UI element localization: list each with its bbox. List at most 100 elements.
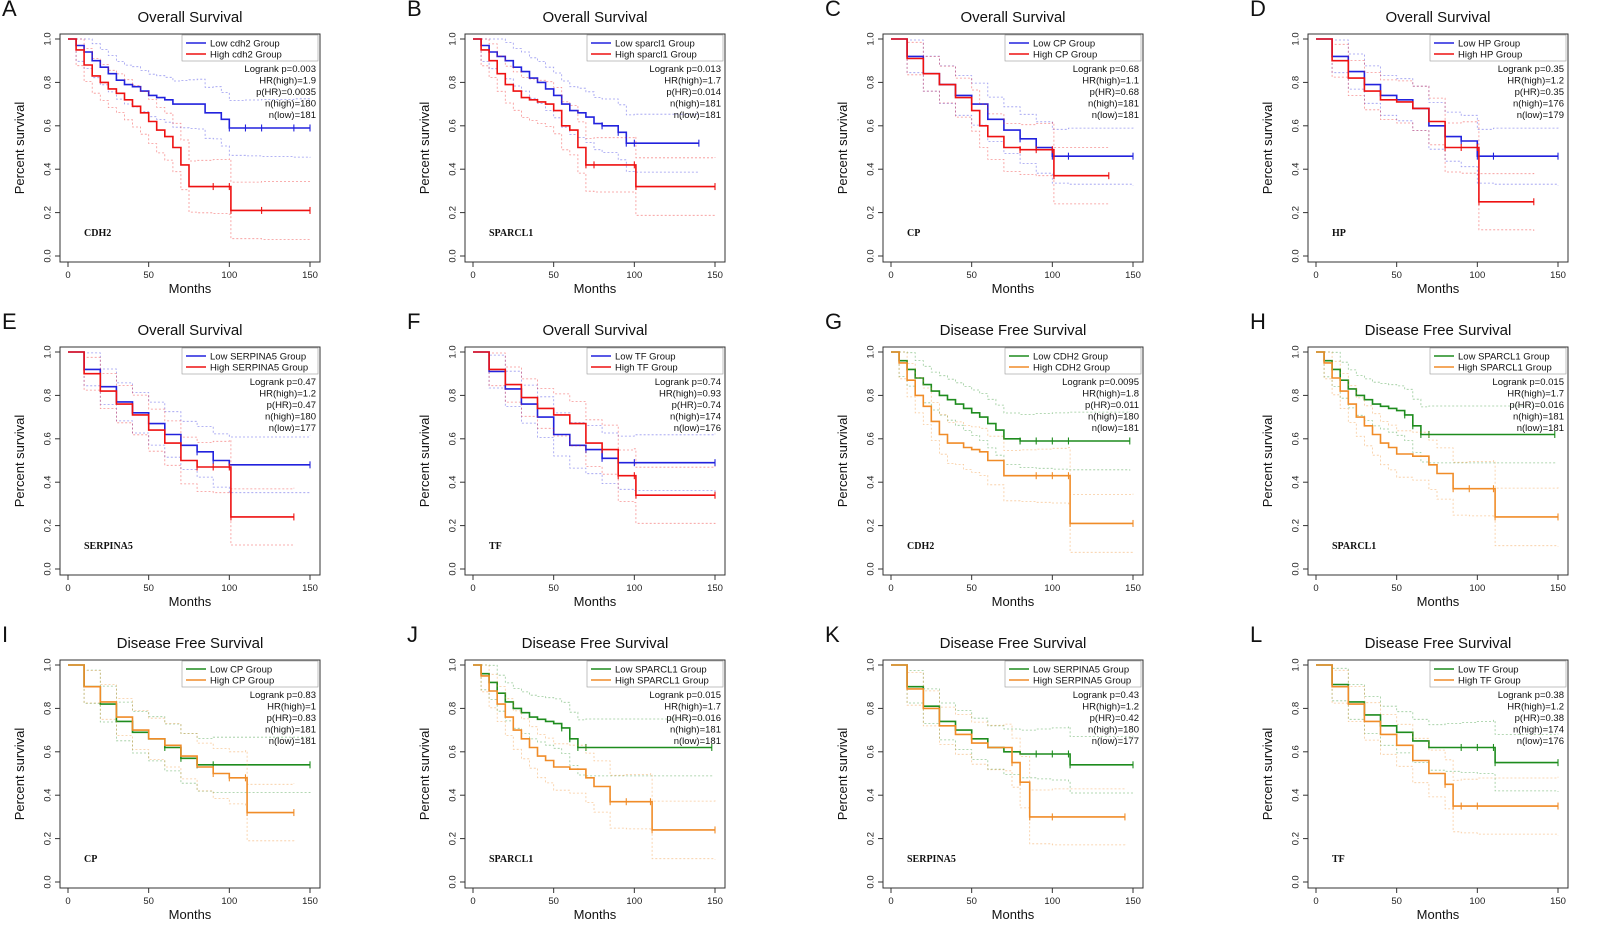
x-tick-label: 100 <box>221 583 237 594</box>
y-tick-label: 0.2 <box>43 832 54 845</box>
x-axis-label: Months <box>574 907 617 922</box>
stat-line: n(high)=180 <box>265 99 316 110</box>
survival-curve-high <box>68 38 310 212</box>
legend-box <box>586 34 724 62</box>
legend-box <box>1429 660 1567 688</box>
chart-title: Overall Survival <box>542 9 647 26</box>
panel-letter: L <box>1250 622 1263 647</box>
y-tick-label: 0.2 <box>866 832 877 845</box>
chart-title: Disease Free Survival <box>940 322 1087 339</box>
y-tick-label: 0.0 <box>1291 562 1302 575</box>
plot-frame <box>882 33 1144 263</box>
confidence-band-high <box>68 664 295 842</box>
panel-letter: G <box>825 309 843 334</box>
stat-line: HR(high)=1.7 <box>1507 389 1564 400</box>
x-tick-label: 50 <box>143 270 154 281</box>
stat-line: HR(high)=1 <box>267 702 316 713</box>
gene-label: SPARCL1 <box>1332 541 1376 552</box>
panel-letter: H <box>1250 309 1266 334</box>
stat-line: n(high)=180 <box>1088 725 1139 736</box>
legend-box <box>181 34 319 62</box>
confidence-band-low <box>1316 351 1556 408</box>
y-tick-label: 0.0 <box>448 875 459 888</box>
stat-line: p(HR)=0.42 <box>1090 713 1139 724</box>
plot-frame <box>882 346 1144 576</box>
stat-line: Logrank p=0.74 <box>655 377 721 388</box>
x-axis-label: Months <box>1417 281 1460 296</box>
stat-line: n(low)=177 <box>269 423 316 434</box>
confidence-band-low <box>1316 38 1559 130</box>
panel-C: C Overall Survival 0.0 0.2 0.4 0.6 0.8 1.0 0 50 10… <box>823 0 1223 313</box>
stat-line: p(HR)=0.38 <box>1515 713 1564 724</box>
confidence-band-high <box>473 38 716 217</box>
x-axis-label: Months <box>992 281 1035 296</box>
x-tick-label: 150 <box>302 896 318 907</box>
legend-box <box>1429 347 1567 375</box>
y-tick-label: 1.0 <box>43 32 54 45</box>
y-tick-label: 0.8 <box>1291 76 1302 89</box>
x-axis-label: Months <box>992 907 1035 922</box>
x-tick-label: 0 <box>888 896 893 907</box>
confidence-band-high <box>473 38 716 159</box>
x-tick-label: 0 <box>1313 896 1318 907</box>
y-tick-label: 0.4 <box>866 476 877 489</box>
legend-label: High sparcl1 Group <box>615 50 697 61</box>
x-tick-label: 50 <box>1391 270 1402 281</box>
y-tick-label: 0.2 <box>1291 519 1302 532</box>
plot-frame <box>1307 346 1569 576</box>
confidence-band-low <box>473 38 700 116</box>
panel-letter: C <box>825 0 841 21</box>
survival-curve-high <box>473 351 715 496</box>
y-tick-label: 0.4 <box>1291 789 1302 802</box>
y-tick-label: 0.8 <box>866 389 877 402</box>
confidence-band-high <box>68 351 295 547</box>
legend-label: Low HP Group <box>1458 39 1520 50</box>
y-tick-label: 0.4 <box>448 476 459 489</box>
gene-label: CDH2 <box>907 541 934 552</box>
stat-line: p(HR)=0.016 <box>666 713 721 724</box>
legend-label: Low SPARCL1 Group <box>615 665 707 676</box>
y-tick-label: 0.2 <box>1291 206 1302 219</box>
survival-curve-high <box>1316 351 1558 518</box>
y-tick-label: 1.0 <box>1291 658 1302 671</box>
stat-line: HR(high)=1.8 <box>1082 389 1139 400</box>
chart-title: Disease Free Survival <box>117 635 264 652</box>
stat-line: HR(high)=1.7 <box>664 702 721 713</box>
chart-title: Disease Free Survival <box>1365 322 1512 339</box>
x-axis-label: Months <box>574 281 617 296</box>
stat-line: p(HR)=0.0035 <box>256 87 316 98</box>
confidence-band-low <box>68 664 311 794</box>
stat-line: n(low)=176 <box>674 423 721 434</box>
y-tick-label: 0.8 <box>866 76 877 89</box>
stat-line: n(low)=181 <box>674 110 721 121</box>
legend-label: High SPARCL1 Group <box>615 676 709 687</box>
confidence-band-low <box>1316 38 1559 186</box>
y-tick-label: 0.6 <box>43 432 54 445</box>
km-plot-A: Overall Survival 0.0 0.2 0.4 0.6 0.8 1.0 0 50 100… <box>12 9 321 296</box>
x-tick-label: 150 <box>707 270 723 281</box>
y-tick-label: 0.0 <box>43 249 54 262</box>
x-tick-label: 100 <box>626 896 642 907</box>
panel-H: H Disease Free Survival 0.0 0.2 0.4 0.6 0.8 1.0… <box>1248 309 1602 626</box>
y-tick-label: 0.8 <box>448 389 459 402</box>
stat-line: Logrank p=0.35 <box>1498 64 1564 75</box>
x-tick-label: 150 <box>1550 583 1566 594</box>
y-tick-label: 0.8 <box>43 389 54 402</box>
km-plot-G: Disease Free Survival 0.0 0.2 0.4 0.6 0.8 1.0 0… <box>835 322 1144 609</box>
km-plot-F: Overall Survival 0.0 0.2 0.4 0.6 0.8 1.0 0 50 100… <box>417 322 726 609</box>
y-tick-label: 0.0 <box>43 875 54 888</box>
y-tick-label: 0.0 <box>448 562 459 575</box>
y-tick-label: 0.4 <box>43 476 54 489</box>
y-tick-label: 0.0 <box>866 875 877 888</box>
y-tick-label: 0.6 <box>43 745 54 758</box>
y-tick-label: 0.6 <box>1291 745 1302 758</box>
survival-curve-high <box>891 351 1133 525</box>
legend-box <box>181 347 319 375</box>
plot-frame <box>882 659 1144 889</box>
legend-label: High SPARCL1 Group <box>1458 363 1552 374</box>
chart-title: Overall Survival <box>960 9 1065 26</box>
confidence-band-low <box>891 38 1134 186</box>
confidence-band-low <box>1316 351 1556 464</box>
legend-label: Low SERPINA5 Group <box>1033 665 1129 676</box>
confidence-band-high <box>891 664 1126 791</box>
